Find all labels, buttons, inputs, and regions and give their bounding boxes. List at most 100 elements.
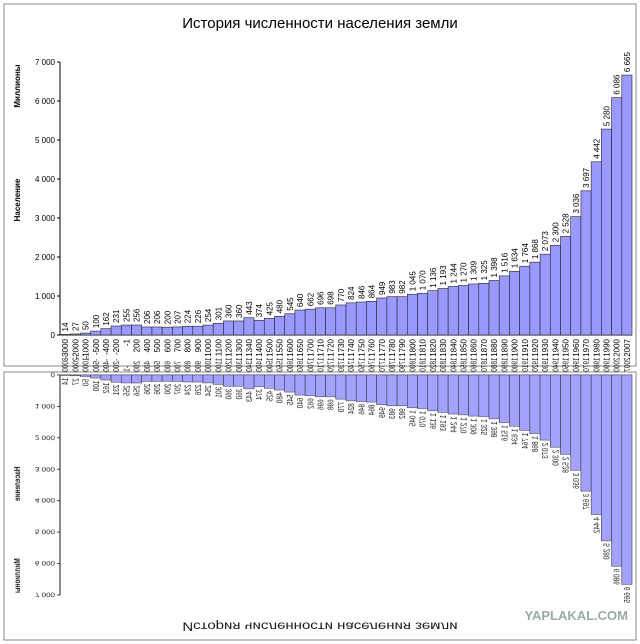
bar (243, 317, 255, 336)
bar (263, 318, 275, 336)
bar (304, 374, 316, 397)
x-tick-label: 1870 (479, 357, 489, 371)
bar (192, 374, 204, 383)
x-tick-label: 1300 (234, 357, 244, 371)
watermark: YAPLAKAL.COM (524, 608, 628, 623)
bar (263, 374, 275, 389)
bar (212, 322, 224, 336)
bar (376, 374, 388, 406)
bar (570, 374, 582, 471)
value-label: 206 (143, 310, 152, 324)
bar (509, 374, 520, 427)
x-tick-label: 1990 (602, 338, 611, 356)
bar (315, 374, 326, 398)
x-tick-label: 1780 (387, 357, 397, 371)
x-tick-label: 1830 (438, 357, 448, 371)
y-tick-label: 0 (51, 371, 55, 379)
x-tick-label: 1970 (582, 338, 591, 356)
x-tick-label: 700 (173, 361, 183, 372)
x-tick-label: 1840 (449, 338, 458, 356)
value-label: 207 (173, 310, 182, 324)
bar (437, 374, 449, 413)
bar (131, 324, 143, 336)
x-tick-label: 700 (173, 338, 182, 352)
value-label: 374 (254, 389, 264, 400)
value-label: 206 (153, 310, 162, 324)
value-label: 1 516 (500, 252, 509, 273)
x-tick-label: 1950 (562, 338, 571, 356)
bar (509, 270, 520, 336)
x-tick-label: 1930 (541, 338, 550, 356)
value-label: 2 528 (562, 213, 571, 234)
value-label: 255 (122, 308, 131, 322)
x-tick-label: 1940 (551, 357, 561, 371)
value-label: 27 (71, 378, 81, 385)
y-tick-label: 5 000 (35, 136, 56, 145)
value-label: 640 (296, 293, 305, 307)
y-tick-label: 4 000 (35, 497, 55, 505)
bar (335, 304, 347, 336)
bar (621, 374, 633, 585)
bar (570, 216, 582, 336)
bar (304, 308, 316, 336)
value-label: 360 (224, 389, 234, 400)
x-tick-label: 800 (184, 338, 193, 352)
value-label: 1 045 (408, 271, 417, 292)
bar (478, 374, 490, 417)
value-label: 224 (183, 384, 193, 395)
x-tick-label: 1890 (500, 357, 510, 371)
value-label: 231 (112, 309, 121, 323)
bar (151, 374, 163, 382)
y-axis-unit: Миллионы (13, 64, 22, 107)
x-tick-label: 2000 (613, 338, 622, 356)
value-label: 256 (132, 385, 142, 396)
value-label: 255 (122, 385, 132, 396)
bar (549, 245, 561, 336)
x-tick-label: 1830 (439, 338, 448, 356)
x-tick-label: 800 (183, 361, 193, 372)
x-tick-label: 1910 (520, 357, 530, 371)
x-tick-label: 1960 (571, 357, 581, 371)
y-tick-label: 3 000 (35, 465, 55, 473)
chart-title: История численности населения земли (182, 620, 457, 633)
bar (601, 128, 612, 336)
value-label: 662 (306, 398, 316, 409)
x-tick-label: 1720 (327, 338, 336, 356)
bar (590, 161, 602, 336)
value-label: 5 280 (602, 106, 611, 127)
value-label: 1 136 (429, 267, 438, 288)
bar (498, 275, 510, 336)
x-tick-label: 1940 (551, 338, 560, 356)
bar (611, 97, 623, 336)
x-tick-label: 1840 (449, 357, 459, 371)
value-label: 698 (326, 399, 336, 410)
x-tick-label: 1340 (245, 338, 254, 356)
value-label: 1 193 (439, 265, 448, 286)
bar (539, 374, 551, 441)
value-label: 301 (214, 306, 223, 320)
bar (529, 261, 541, 336)
bar (110, 374, 122, 383)
y-tick-label: 4 000 (35, 175, 56, 184)
x-tick-label: -2000 (71, 355, 81, 371)
bar (580, 190, 592, 336)
bar (427, 374, 439, 411)
x-tick-label: 1500 (265, 357, 275, 371)
x-tick-label: 1750 (357, 338, 366, 356)
y-tick-label: 1 000 (35, 402, 55, 410)
value-label: 254 (204, 308, 213, 322)
value-label: 1 398 (490, 257, 499, 278)
bar (233, 374, 245, 387)
bar (386, 374, 398, 407)
x-tick-label: 1990 (602, 357, 612, 371)
value-label: 4 442 (592, 517, 602, 533)
bar (80, 374, 91, 377)
bar (284, 313, 296, 336)
x-tick-label: 1200 (224, 357, 234, 371)
bar (427, 290, 439, 336)
value-label: 1 325 (480, 260, 489, 281)
x-tick-label: -1 (122, 338, 131, 346)
x-tick-label: 1770 (378, 338, 387, 356)
y-tick-label: 2 000 (35, 434, 55, 442)
x-tick-label: 1970 (581, 357, 591, 371)
